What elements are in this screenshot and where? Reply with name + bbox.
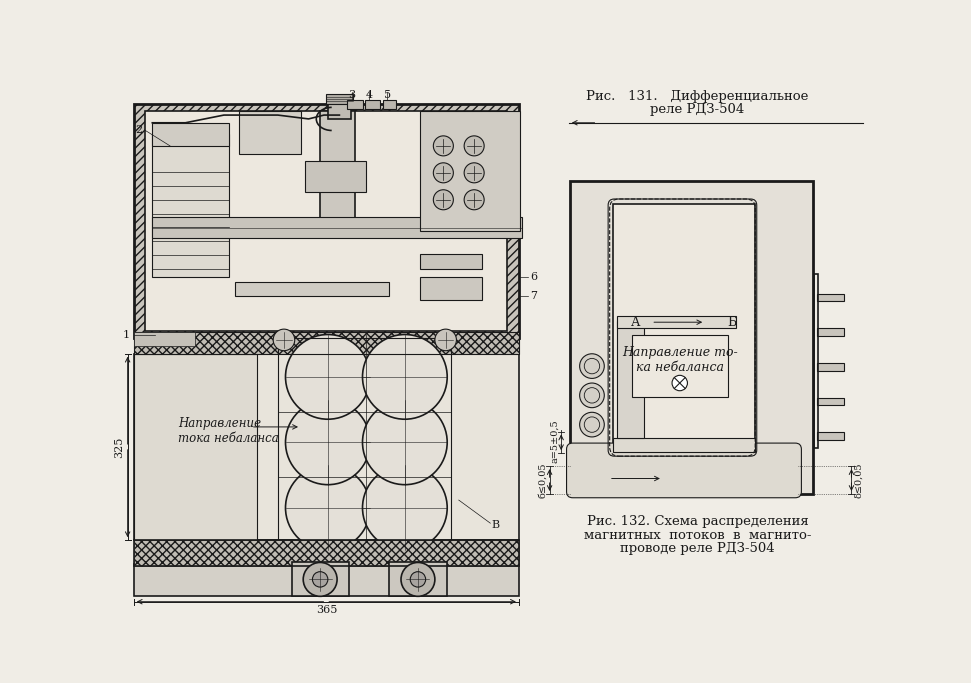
Bar: [817, 329, 844, 336]
Circle shape: [362, 400, 448, 485]
Text: Б: Б: [727, 316, 737, 329]
Bar: [817, 363, 844, 371]
Text: проводе реле РДЗ-504: проводе реле РДЗ-504: [620, 542, 775, 555]
Text: 2: 2: [135, 126, 143, 135]
Bar: [235, 282, 389, 296]
Text: 325: 325: [115, 436, 124, 458]
Circle shape: [285, 335, 370, 419]
Circle shape: [435, 329, 456, 350]
Bar: [134, 540, 519, 566]
Bar: [420, 111, 520, 231]
Bar: [613, 204, 755, 451]
Text: В: В: [492, 520, 500, 530]
Text: 6: 6: [530, 272, 538, 282]
Bar: [389, 561, 448, 596]
Text: 3: 3: [349, 89, 355, 100]
Bar: [617, 320, 644, 438]
Bar: [815, 275, 819, 448]
Circle shape: [401, 562, 435, 596]
Circle shape: [464, 163, 485, 183]
Bar: [134, 354, 257, 540]
Bar: [617, 316, 736, 328]
Text: б≤0,05: б≤0,05: [538, 462, 548, 498]
Text: Рис. 132. Схема распределения: Рис. 132. Схема распределения: [586, 516, 808, 529]
Circle shape: [285, 465, 370, 550]
Bar: [305, 161, 366, 192]
Bar: [817, 294, 844, 301]
Bar: [134, 540, 519, 566]
Text: реле РДЗ-504: реле РДЗ-504: [651, 102, 745, 115]
Circle shape: [313, 572, 328, 587]
Bar: [325, 94, 353, 104]
Text: Направление то-
ка небаланса: Направление то- ка небаланса: [621, 346, 738, 374]
Text: 365: 365: [316, 604, 337, 615]
FancyBboxPatch shape: [566, 443, 801, 498]
Bar: [570, 180, 813, 494]
Bar: [146, 111, 507, 331]
Text: Направление
тока небаланса: Направление тока небаланса: [178, 417, 279, 445]
Circle shape: [433, 136, 453, 156]
Bar: [383, 100, 396, 109]
Bar: [152, 135, 229, 277]
Circle shape: [410, 572, 425, 587]
Circle shape: [433, 190, 453, 210]
Bar: [632, 335, 728, 397]
Text: а=5±0,5: а=5±0,5: [550, 420, 559, 463]
Circle shape: [273, 329, 295, 350]
Circle shape: [303, 562, 337, 596]
Bar: [152, 123, 229, 146]
Text: δ≤0,05: δ≤0,05: [854, 462, 863, 498]
Text: магнитных  потоков  в  магнито-: магнитных потоков в магнито-: [584, 529, 811, 542]
Bar: [365, 100, 381, 109]
Bar: [420, 253, 482, 269]
Text: Рис.   131.   Дифференциальное: Рис. 131. Дифференциальное: [586, 89, 809, 102]
Circle shape: [580, 413, 604, 437]
Bar: [328, 100, 351, 119]
Bar: [134, 332, 195, 346]
Bar: [817, 432, 844, 440]
Text: 4: 4: [366, 89, 373, 100]
Circle shape: [580, 383, 604, 408]
Circle shape: [362, 335, 448, 419]
Text: 7: 7: [530, 291, 537, 301]
Bar: [134, 354, 519, 540]
Circle shape: [580, 354, 604, 378]
Circle shape: [464, 190, 485, 210]
Bar: [134, 104, 519, 338]
Circle shape: [285, 400, 370, 485]
Bar: [420, 277, 482, 300]
Circle shape: [464, 136, 485, 156]
Bar: [320, 111, 354, 231]
Bar: [278, 338, 452, 540]
Bar: [291, 561, 350, 596]
Circle shape: [672, 376, 687, 391]
Text: 5: 5: [384, 89, 390, 100]
Bar: [134, 104, 519, 338]
Circle shape: [362, 465, 448, 550]
Bar: [239, 111, 301, 154]
Bar: [817, 398, 844, 405]
Text: А: А: [631, 316, 641, 329]
Bar: [152, 217, 521, 238]
Circle shape: [433, 163, 453, 183]
Bar: [134, 564, 519, 596]
Bar: [613, 438, 755, 451]
Text: 1: 1: [123, 329, 130, 339]
Bar: [347, 100, 362, 109]
Bar: [134, 332, 519, 354]
Bar: [134, 332, 519, 354]
